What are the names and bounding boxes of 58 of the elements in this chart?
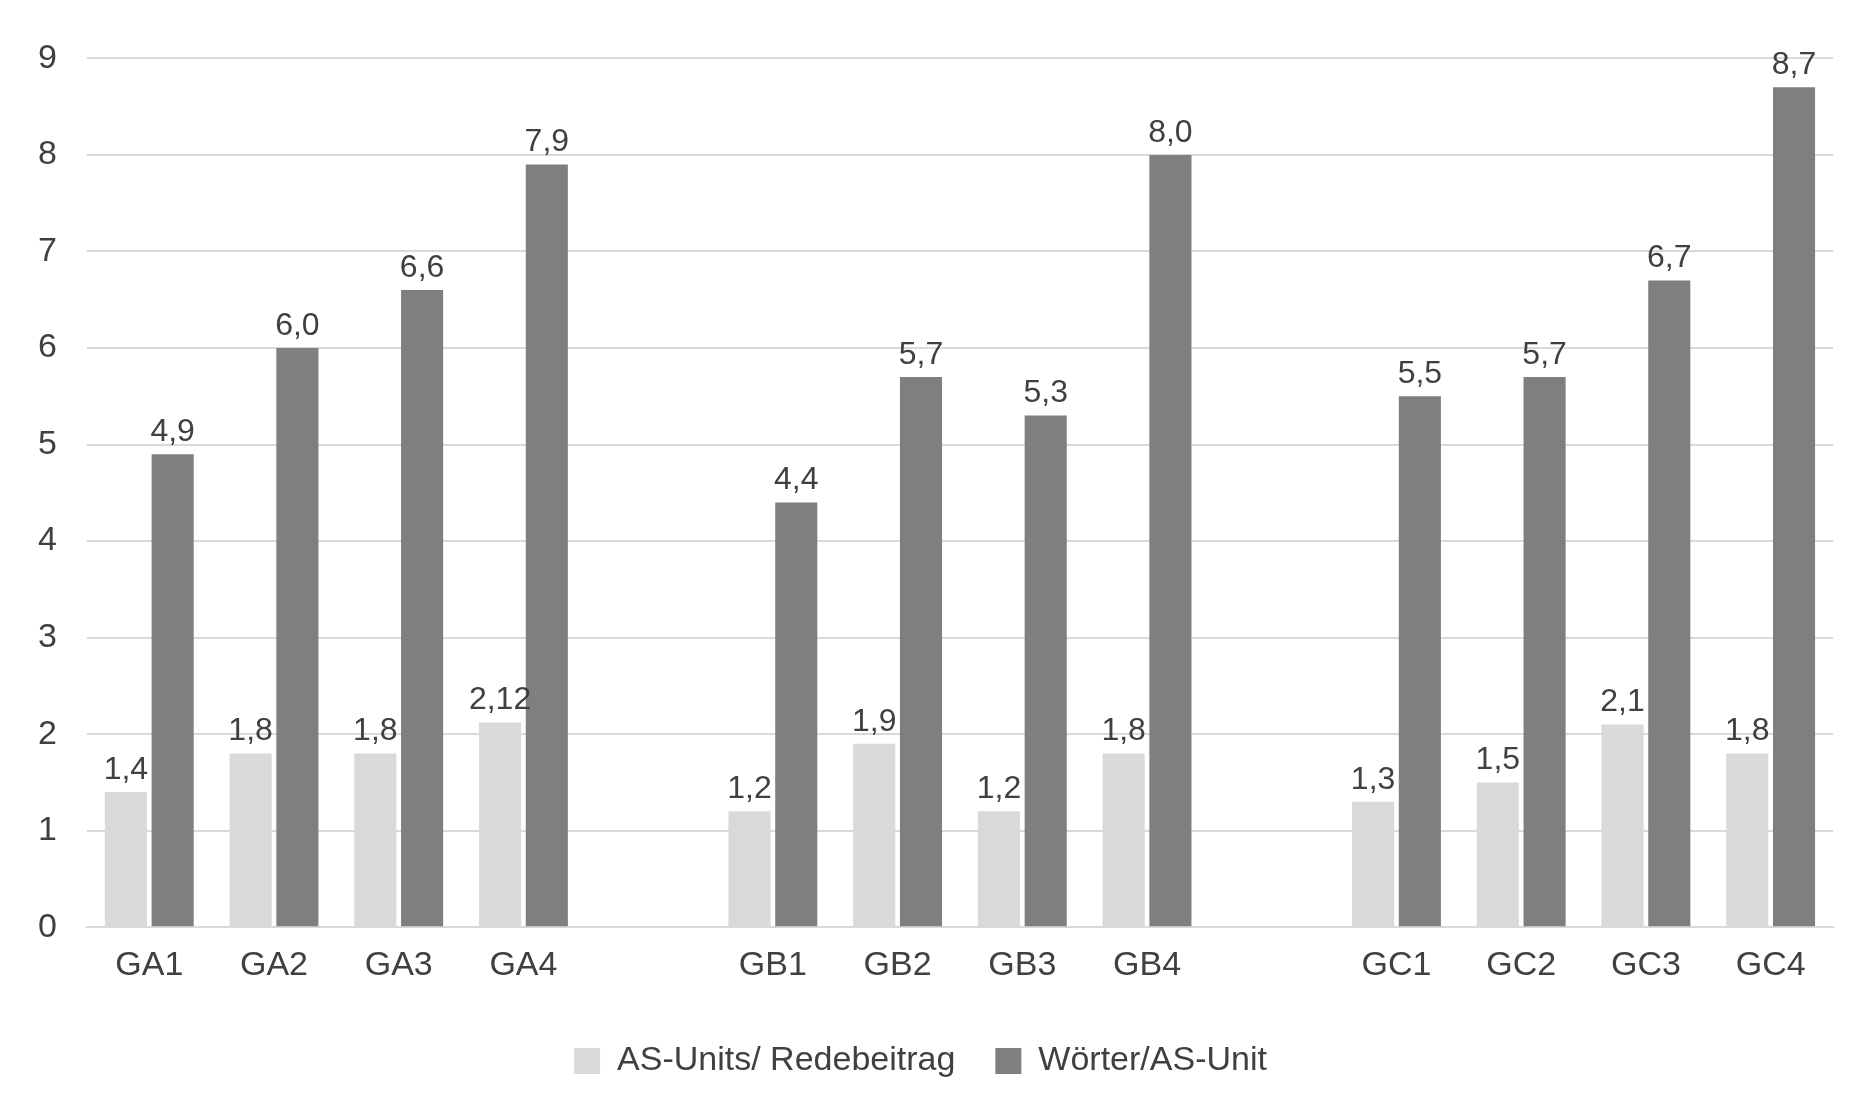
data-label: 6,6 [399,247,445,284]
bar [151,454,194,927]
data-label: 6,0 [275,305,320,342]
bar [1772,87,1816,927]
data-label: 1,5 [1475,740,1521,777]
x-tick-label: GC4 [1735,943,1806,982]
y-tick-label: 0 [37,905,57,944]
x-tick-label: GA4 [489,943,558,982]
x-tick-label: GB3 [988,943,1057,982]
data-label: 6,7 [1647,238,1692,275]
data-label: 7,9 [524,122,570,159]
y-tick-label: 7 [37,229,57,268]
y-tick-label: 9 [37,36,57,75]
data-label: 5,7 [1522,334,1567,371]
x-tick-label: GA3 [364,943,433,982]
legend-label: Wörter/AS-Unit [1038,1039,1268,1078]
y-tick-label: 3 [37,615,57,654]
data-label: 1,2 [976,769,1022,806]
bar [1523,376,1566,927]
y-tick-label: 1 [37,809,57,848]
x-tick-label: GB1 [738,943,807,982]
bar [1398,396,1441,927]
bar [401,290,444,927]
data-label: 1,8 [1725,711,1770,748]
x-tick-label: GC1 [1361,943,1432,982]
data-label: 2,1 [1600,682,1645,719]
bar [899,376,943,927]
data-label: 1,8 [353,711,398,748]
data-label: 1,2 [727,769,772,806]
y-tick-label: 6 [37,326,57,365]
data-label: 1,8 [1101,711,1146,748]
y-tick-label: 2 [37,712,57,751]
bar [276,348,319,927]
x-tick-label: GA1 [115,943,184,982]
data-label: 1,9 [851,701,897,738]
data-label: 4,9 [150,412,195,449]
x-tick-label: GB2 [863,943,932,982]
data-label: 5,5 [1397,354,1443,391]
bar [1024,415,1067,927]
x-tick-label: GC2 [1486,943,1557,982]
bar [1149,154,1192,927]
bar [775,502,818,927]
data-label: 8,0 [1148,112,1193,149]
y-tick-label: 5 [37,422,57,461]
data-label: 5,7 [898,334,944,371]
x-tick-label: GB4 [1113,943,1182,982]
data-label: 1,3 [1350,759,1396,796]
x-tick-label: GC3 [1610,943,1681,982]
data-label: 1,8 [228,711,273,748]
data-label: 5,3 [1023,373,1068,410]
x-tick-label: GA2 [239,943,309,982]
legend-label: AS-Units/ Redebeitrag [617,1039,956,1078]
data-label: 4,4 [774,460,819,497]
data-label: 1,4 [103,749,149,786]
data-label: 8,7 [1771,45,1817,82]
y-tick-label: 4 [37,519,57,558]
y-tick-label: 8 [37,133,57,172]
bar [1648,280,1691,927]
